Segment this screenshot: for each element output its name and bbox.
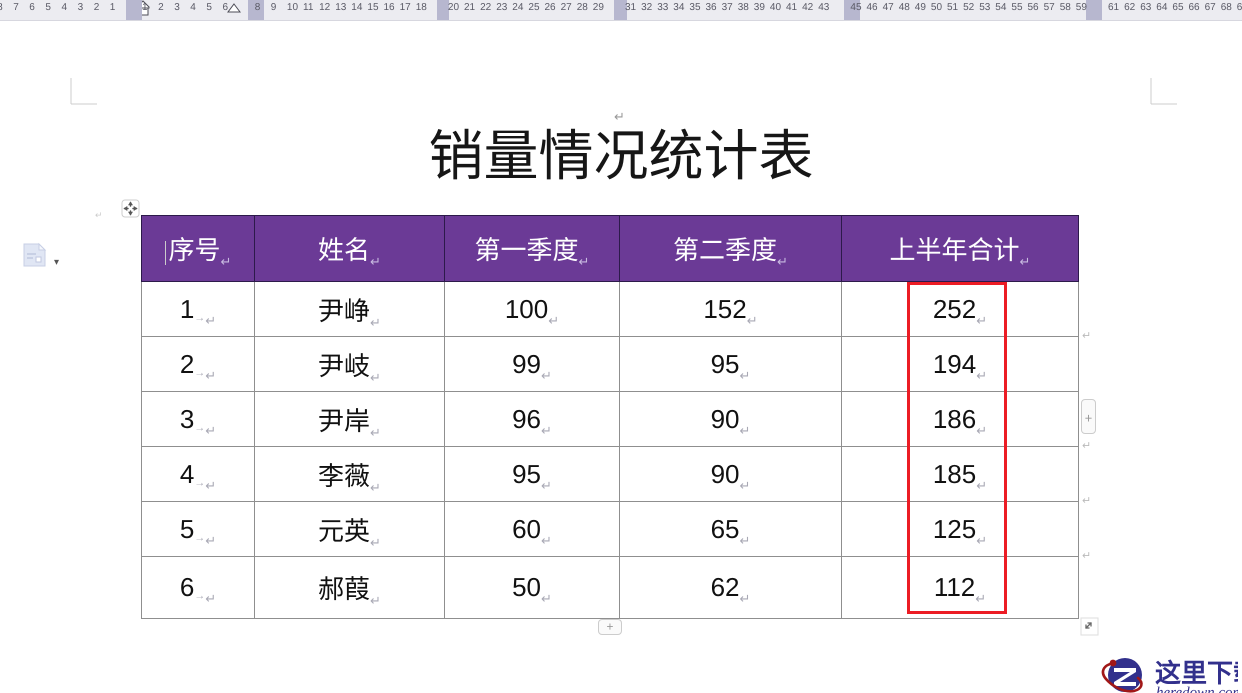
svg-text:heredown.com: heredown.com [1156, 685, 1238, 693]
svg-text:这里下载站: 这里下载站 [1155, 659, 1238, 688]
